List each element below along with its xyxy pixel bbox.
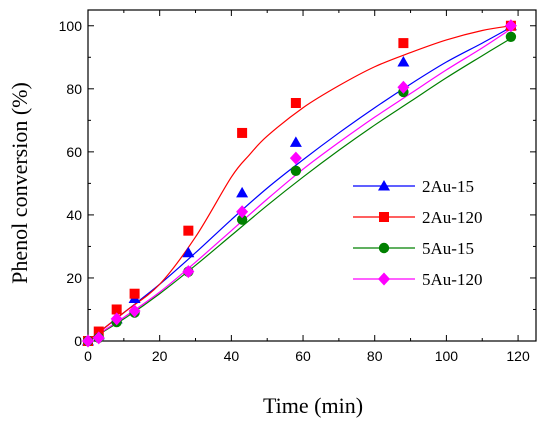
x-tick-label: 120 xyxy=(506,348,530,364)
y-axis-ticks: 0 20 40 60 80 100 xyxy=(59,18,536,349)
point-2au-15 xyxy=(182,246,195,258)
point-2au-15 xyxy=(289,136,302,147)
y-axis-title: Phenol conversion (%) xyxy=(7,82,32,284)
fit-line-2au-120 xyxy=(87,25,512,342)
point-5au-120 xyxy=(182,265,195,279)
point-2au-120 xyxy=(237,127,248,138)
point-5au-120 xyxy=(92,331,105,345)
legend-label-2au-120: 2Au-120 xyxy=(422,208,482,227)
point-5au-120 xyxy=(397,80,410,94)
legend-marker-2au-120 xyxy=(379,212,389,222)
y-tick-label: 80 xyxy=(66,81,82,97)
legend-label-5au-15: 5Au-15 xyxy=(422,239,474,258)
x-tick-label: 20 xyxy=(152,348,168,364)
point-5au-15 xyxy=(290,165,302,176)
point-2au-120 xyxy=(398,38,409,49)
legend-marker-2au-15 xyxy=(378,180,390,191)
legend: 2Au-15 2Au-120 5Au-15 5Au-120 xyxy=(353,177,482,289)
y-tick-label: 100 xyxy=(59,18,83,34)
point-5au-120 xyxy=(82,334,94,348)
y-tick-label: 40 xyxy=(66,207,82,223)
point-2au-120 xyxy=(290,97,301,108)
x-axis-title: Time (min) xyxy=(263,393,363,418)
point-5au-120 xyxy=(504,19,517,33)
point-5au-120 xyxy=(289,151,302,165)
point-2au-120 xyxy=(129,288,140,299)
x-tick-label: 40 xyxy=(224,348,240,364)
point-5au-120 xyxy=(128,304,141,318)
fit-lines xyxy=(87,25,512,342)
point-5au-120 xyxy=(110,312,123,326)
fit-line-5au-15 xyxy=(87,37,512,342)
point-5au-120 xyxy=(236,205,249,219)
point-2au-120 xyxy=(111,304,122,315)
point-2au-15 xyxy=(236,186,249,198)
x-tick-label: 0 xyxy=(84,348,92,364)
x-tick-label: 60 xyxy=(295,348,311,364)
legend-label-5au-120: 5Au-120 xyxy=(422,270,482,289)
point-5au-15 xyxy=(505,31,517,42)
fit-line-5au-120 xyxy=(87,28,512,342)
point-2au-15 xyxy=(397,56,410,67)
x-tick-label: 80 xyxy=(367,348,383,364)
x-axis-ticks: 0 20 40 60 80 100 120 xyxy=(84,10,530,364)
plot-border xyxy=(87,9,537,342)
point-5au-15 xyxy=(236,214,248,225)
point-2au-120 xyxy=(183,225,194,236)
legend-marker-5au-120 xyxy=(378,272,390,286)
y-tick-label: 20 xyxy=(66,270,82,286)
data-markers xyxy=(82,19,517,348)
y-tick-label: 60 xyxy=(66,144,82,160)
y-tick-label: 0 xyxy=(74,333,82,349)
legend-marker-5au-15 xyxy=(378,242,390,254)
legend-label-2au-15: 2Au-15 xyxy=(422,177,474,196)
x-tick-label: 100 xyxy=(435,348,459,364)
plot-frame xyxy=(87,9,537,342)
